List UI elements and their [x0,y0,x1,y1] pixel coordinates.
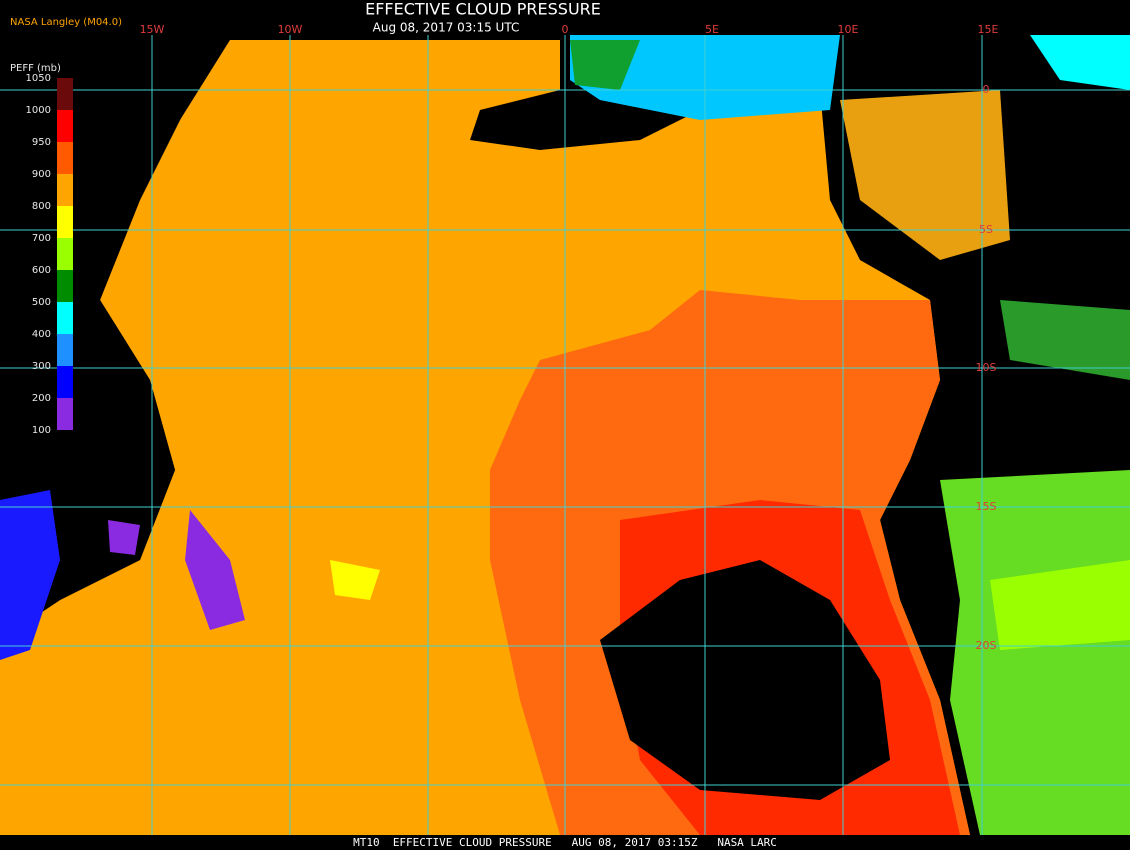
land-clouds [940,470,1130,835]
legend-swatch [57,206,73,238]
footer: MT10 EFFECTIVE CLOUD PRESSURE AUG 08, 20… [353,836,777,849]
legend-swatch [57,270,73,302]
cloud-field [570,40,640,90]
cloud-field [330,560,380,600]
legend-tick-label: 100 [32,425,51,436]
source: NASA Langley (M04.0) [10,17,122,28]
cloud-field-high [108,520,140,555]
land-clouds [840,90,1010,260]
legend-tick-label: 900 [32,169,51,180]
latitude-label: 0 [983,83,990,96]
legend-tick-label: 1050 [26,73,51,84]
cloud-field-high [0,490,60,660]
legend-swatch [57,238,73,270]
land-clouds [1000,300,1130,380]
longitude-label: 15E [978,23,999,36]
latitude-label: 5S [979,223,993,236]
legend-swatch [57,174,73,206]
legend-tick-label: 300 [32,361,51,372]
longitude-label: 15W [140,23,165,36]
longitude-label: 5E [705,23,719,36]
legend-swatch [57,398,73,430]
clear-sky [600,560,890,800]
legend-tick-label: 400 [32,329,51,340]
legend-tick-label: 500 [32,297,51,308]
latitude-label: 10S [976,361,997,374]
longitude-label: 0 [562,23,569,36]
legend-tick-label: 700 [32,233,51,244]
cloud-field-high [185,510,245,630]
cloud-field-upper [1030,35,1130,90]
title: EFFECTIVE CLOUD PRESSURE [365,0,601,19]
legend-swatch [57,142,73,174]
legend-swatch [57,366,73,398]
longitude-label: 10E [838,23,859,36]
legend-swatch [57,78,73,110]
subtitle: Aug 08, 2017 03:15 UTC [373,21,520,35]
legend-tick-label: 800 [32,201,51,212]
land-clouds [990,560,1130,650]
legend-tick-label: 950 [32,137,51,148]
legend-tick-label: 600 [32,265,51,276]
legend-tick-label: 1000 [26,105,51,116]
longitude-label: 10W [278,23,303,36]
legend-swatch [57,334,73,366]
legend-title: PEFF (mb) [10,63,61,74]
footer-bar [0,835,1130,850]
graticule [0,35,1130,835]
legend-swatch [57,110,73,142]
latitude-label: 20S [976,639,997,652]
legend-tick-label: 200 [32,393,51,404]
latitude-label: 15S [976,500,997,513]
legend-swatch [57,302,73,334]
